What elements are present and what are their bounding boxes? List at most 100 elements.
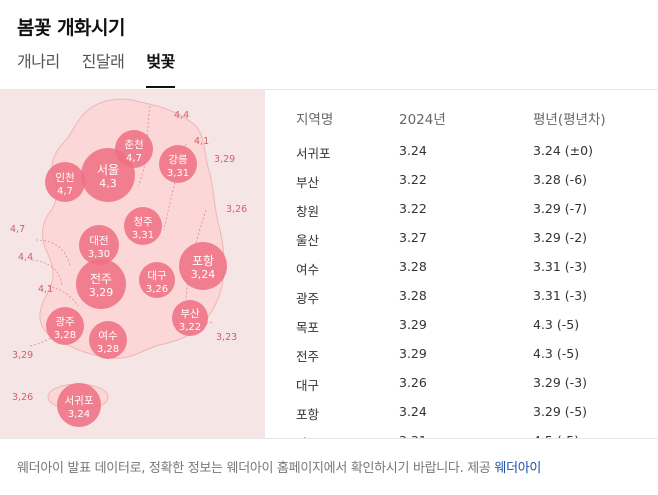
- city-date: 3,29: [89, 286, 114, 299]
- table-row: 부산 3.22 3.28 (-6): [265, 172, 658, 201]
- cell-normal: 3.29 (-2): [533, 230, 588, 245]
- city-bubble: [179, 242, 227, 290]
- city-date: 3,24: [68, 409, 90, 420]
- table-header: 지역명 2024년 평년(평년차): [265, 108, 658, 128]
- table-row: 대구 3.26 3.29 (-3): [265, 375, 658, 404]
- table-row: 전주 3.29 4.3 (-5): [265, 346, 658, 375]
- cell-region: 부산: [296, 175, 320, 190]
- city-name: 광주: [55, 316, 75, 328]
- isoline-label: 3,29: [12, 350, 33, 361]
- city-bubble: [46, 307, 84, 345]
- bloom-table: 지역명 2024년 평년(평년차) 서귀포 3.24 3.24 (±0) 부산 3.22…: [265, 90, 658, 438]
- city-name: 대전: [89, 235, 108, 247]
- table-row: 울산 3.27 3.29 (-2): [265, 230, 658, 259]
- cell-2024: 3.31: [399, 433, 427, 438]
- cell-2024: 3.24: [399, 404, 427, 419]
- city-date: 3,28: [54, 330, 76, 341]
- table-row: 안동 3.31 4.5 (-5): [265, 433, 658, 438]
- city-bubble: [139, 262, 175, 298]
- table-row: 포항 3.24 3.29 (-5): [265, 404, 658, 433]
- city-date: 3,31: [167, 168, 189, 179]
- footer-note: 웨더아이 발표 데이터로, 정확한 정보는 웨더아이 홈페이지에서 확인하시기 …: [17, 457, 541, 476]
- cell-normal: 3.29 (-7): [533, 201, 588, 216]
- cell-normal: 4.3 (-5): [533, 346, 580, 361]
- city-bubble: [89, 321, 127, 359]
- cell-2024: 3.22: [399, 172, 427, 187]
- city-date: 3,30: [88, 249, 110, 260]
- city-date: 3,24: [191, 268, 216, 281]
- city-name: 여수: [98, 330, 118, 342]
- city-bubble: [159, 145, 197, 183]
- city-date: 3,22: [179, 322, 201, 333]
- table-row: 광주 3.28 3.31 (-3): [265, 288, 658, 317]
- city-date: 3,31: [132, 230, 154, 241]
- city-name: 강릉: [168, 154, 188, 166]
- footer-divider: [0, 438, 658, 439]
- table-row: 창원 3.22 3.29 (-7): [265, 201, 658, 230]
- cell-2024: 3.29: [399, 346, 427, 361]
- table-row: 여수 3.28 3.31 (-3): [265, 259, 658, 288]
- city-name: 대구: [147, 270, 167, 282]
- city-bubble: [76, 259, 126, 309]
- isoline-label: 4,4: [18, 252, 33, 263]
- tabs-divider: [0, 89, 658, 90]
- city-name: 청주: [133, 216, 153, 228]
- cell-normal: 4.3 (-5): [533, 317, 580, 332]
- city-bubble: [115, 130, 153, 168]
- cell-normal: 3.24 (±0): [533, 143, 593, 158]
- city-bubble: [45, 162, 85, 202]
- cell-2024: 3.29: [399, 317, 427, 332]
- city-name: 전주: [90, 272, 112, 286]
- tab-cherry-blossom[interactable]: 벚꽃: [146, 52, 175, 88]
- flower-tabs: 개나리 진달래 벚꽃: [17, 52, 197, 90]
- header-region: 지역명: [296, 112, 334, 128]
- cell-normal: 3.29 (-5): [533, 404, 588, 419]
- cell-region: 목포: [296, 320, 320, 335]
- city-date: 4,7: [126, 153, 142, 164]
- cell-normal: 3.31 (-3): [533, 288, 588, 303]
- cell-2024: 3.27: [399, 230, 427, 245]
- cell-region: 전주: [296, 349, 320, 364]
- cell-region: 서귀포: [296, 146, 331, 161]
- cell-region: 여수: [296, 262, 320, 277]
- cell-normal: 3.29 (-3): [533, 375, 588, 390]
- cell-2024: 3.26: [399, 375, 427, 390]
- city-name: 춘천: [124, 139, 143, 151]
- city-name: 인천: [55, 172, 74, 184]
- city-name: 서울: [97, 163, 119, 177]
- city-bubble: [57, 383, 101, 427]
- cell-region: 창원: [296, 204, 320, 219]
- city-date: 3,26: [146, 284, 168, 295]
- cell-2024: 3.28: [399, 288, 427, 303]
- tab-forsythia[interactable]: 개나리: [17, 52, 60, 71]
- tab-azalea[interactable]: 진달래: [81, 52, 125, 71]
- cell-normal: 3.31 (-3): [533, 259, 588, 274]
- city-bubble: [79, 225, 119, 265]
- cell-region: 대구: [296, 378, 320, 393]
- bloom-map: 4,4 4,1 3,29 3,26 4,7 4,4 4,1 3,23 3,29 …: [0, 90, 265, 438]
- cell-normal: 3.28 (-6): [533, 172, 588, 187]
- header-normal: 평년(평년차): [533, 112, 606, 128]
- header-2024: 2024년: [399, 112, 446, 128]
- city-date: 3,28: [97, 344, 119, 355]
- city-date: 4,7: [57, 186, 73, 197]
- footer-provider-link[interactable]: 웨더아이: [494, 461, 542, 476]
- cell-region: 울산: [296, 233, 320, 248]
- korea-map: 4,4 4,1 3,29 3,26 4,7 4,4 4,1 3,23 3,29 …: [10, 98, 247, 427]
- isoline-label: 3,26: [226, 204, 247, 215]
- city-bubble: [124, 207, 162, 245]
- footer-text: 웨더아이 발표 데이터로, 정확한 정보는 웨더아이 홈페이지에서 확인하시기 …: [17, 461, 491, 476]
- city-name: 서귀포: [65, 395, 94, 407]
- city-name: 부산: [180, 308, 200, 320]
- isoline-label: 4,1: [38, 284, 53, 295]
- isoline-label: 4,4: [174, 110, 189, 121]
- isoline-label: 3,23: [216, 332, 237, 343]
- cell-normal: 4.5 (-5): [533, 433, 579, 438]
- page-title: 봄꽃 개화시기: [17, 17, 126, 39]
- isoline-label: 4,1: [194, 136, 209, 147]
- cell-2024: 3.22: [399, 201, 427, 216]
- table-row: 목포 3.29 4.3 (-5): [265, 317, 658, 346]
- cell-2024: 3.24: [399, 143, 427, 158]
- city-name: 포항: [192, 254, 214, 268]
